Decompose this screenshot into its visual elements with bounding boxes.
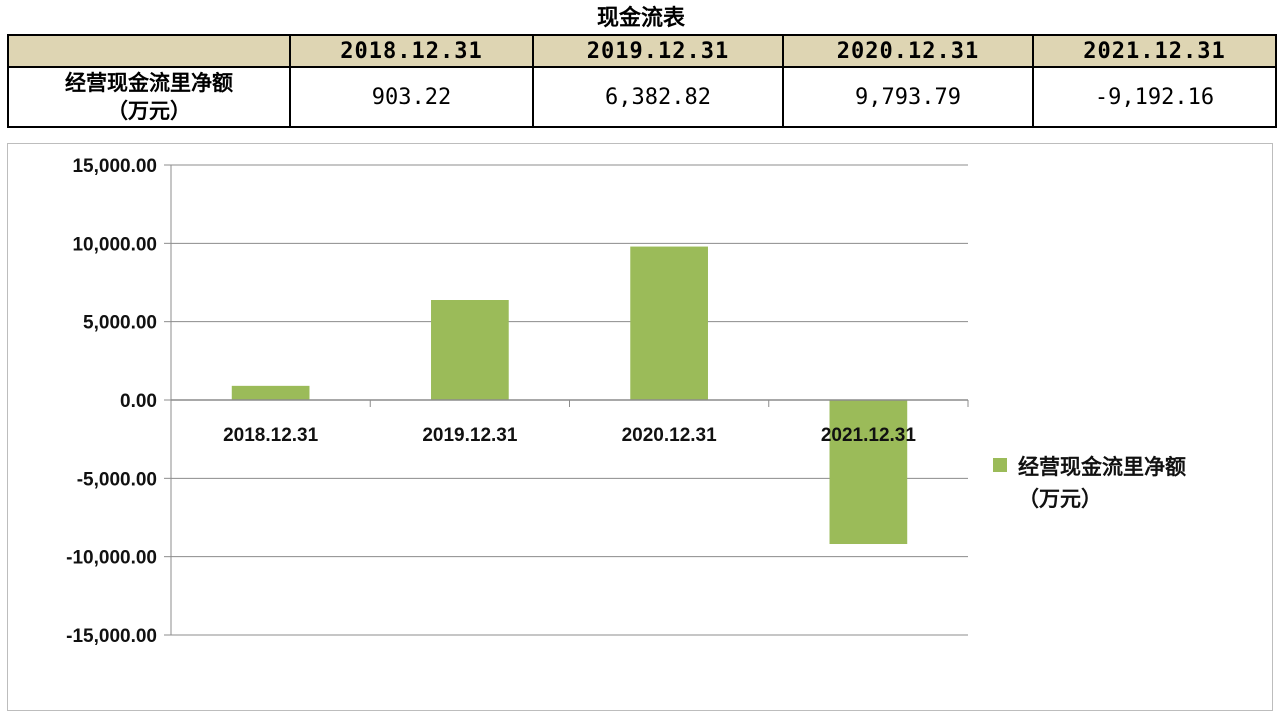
table-cell: -9,192.16 — [1032, 66, 1277, 128]
legend-label-line1: 经营现金流里净额 — [1018, 455, 1186, 479]
y-tick-label: 15,000.00 — [72, 156, 157, 177]
table-header-cell: 2019.12.31 — [532, 34, 784, 68]
bar — [231, 385, 310, 400]
y-tick-label: 5,000.00 — [83, 313, 157, 334]
table-row: 经营现金流里净额 （万元） 903.22 6,382.82 9,793.79 -… — [7, 66, 1277, 128]
x-tick-label: 2021.12.31 — [821, 425, 917, 446]
bar — [829, 400, 908, 545]
cash-flow-table: 2018.12.31 2019.12.31 2020.12.31 2021.12… — [7, 34, 1277, 128]
y-tick-label: -10,000.00 — [66, 548, 157, 569]
x-tick-label: 2020.12.31 — [622, 425, 718, 446]
y-tick-label: 0.00 — [120, 391, 157, 412]
table-cell: 6,382.82 — [532, 66, 784, 128]
table-header-cell: 2021.12.31 — [1032, 34, 1277, 68]
page-title: 现金流表 — [596, 6, 685, 31]
table-header-cell: 2020.12.31 — [782, 34, 1034, 68]
legend-label-line2: （万元） — [1018, 487, 1102, 511]
table-header-row: 2018.12.31 2019.12.31 2020.12.31 2021.12… — [7, 34, 1277, 68]
bar-chart: 15,000.00 10,000.00 5,000.00 0.00 -5,000.00 -… — [66, 156, 1186, 647]
bar — [630, 246, 708, 400]
bar — [431, 300, 509, 400]
y-tick-label: 10,000.00 — [72, 234, 157, 255]
x-tick-label: 2019.12.31 — [422, 425, 518, 446]
table-row-label: 经营现金流里净额 （万元） — [7, 66, 291, 128]
legend-swatch — [993, 458, 1007, 472]
x-tick-label: 2018.12.31 — [223, 425, 319, 446]
row-label-line1: 经营现金流里净额 — [65, 71, 233, 95]
y-tick-label: -5,000.00 — [77, 469, 157, 490]
table-cell: 9,793.79 — [782, 66, 1034, 128]
row-label-line2: （万元） — [107, 99, 191, 123]
table-header-cell: 2018.12.31 — [289, 34, 534, 68]
y-tick-label: -15,000.00 — [66, 626, 157, 647]
chart-frame: 15,000.00 10,000.00 5,000.00 0.00 -5,000.00 -… — [7, 143, 1273, 711]
table-header-empty — [7, 34, 291, 68]
table-cell: 903.22 — [289, 66, 534, 128]
